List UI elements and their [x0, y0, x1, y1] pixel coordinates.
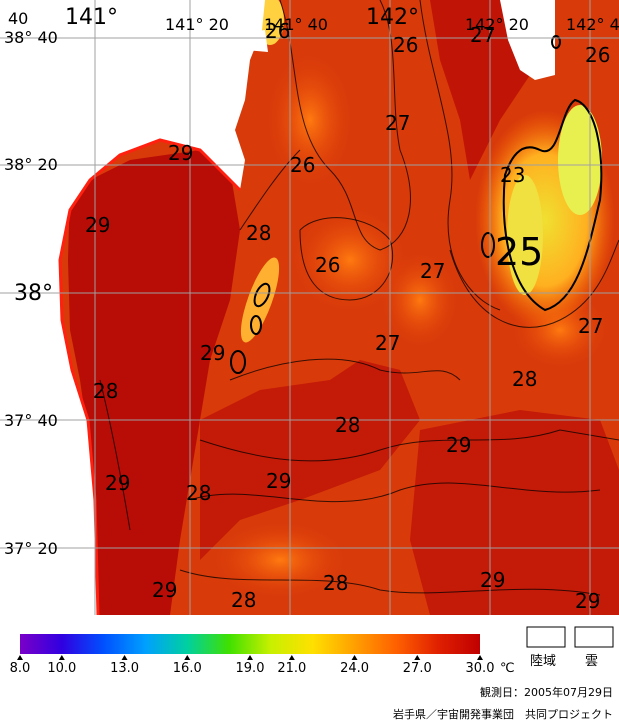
contour-label: 27 [578, 314, 603, 338]
colorbar-tick-label: 27.0 [403, 661, 432, 676]
contour-label: 26 [290, 153, 315, 177]
contour-label: 28 [323, 571, 348, 595]
contour-label: 27 [470, 23, 495, 47]
colorbar-tick-label: 13.0 [110, 661, 139, 676]
contour-label: 26 [265, 19, 290, 43]
cold-upwelling-core [558, 105, 602, 215]
colorbar-tick-label: 30.0 [466, 661, 495, 676]
lat-label-37-40: 37° 40 [4, 411, 58, 430]
contour-label: 28 [231, 588, 256, 612]
contour-label: 29 [85, 213, 110, 237]
lat-label-38-40: 38° 40 [4, 28, 58, 47]
contour-label: 29 [480, 568, 505, 592]
contour-label: 25 [495, 230, 543, 274]
contour-label: 26 [585, 43, 610, 67]
contour-lines [99, 0, 619, 596]
contour-label: 29 [152, 578, 177, 602]
lon-label-142: 142° [366, 5, 419, 30]
sea-surface-temperature-map: 141° 141° 20 141° 40 142° 142° 20 142° 4… [0, 0, 619, 615]
colorbar-tick-mark [58, 655, 65, 660]
cool-band-2 [265, 50, 355, 190]
contour-label: 28 [186, 481, 211, 505]
colorbar-tick-mark [414, 655, 421, 660]
colorbar-tick-label: 19.0 [236, 661, 265, 676]
contour-label: 26 [315, 253, 340, 277]
contour-label: 29 [105, 471, 130, 495]
cool-band-3 [380, 250, 460, 350]
colorbar-tick-mark [351, 655, 358, 660]
lon-label-142-40: 142° 40 [566, 15, 619, 34]
contour-label: 28 [335, 413, 360, 437]
land-legend-label: 陸域 [530, 653, 556, 669]
colorbar-tick-label: 24.0 [340, 661, 369, 676]
contour-label: 27 [385, 111, 410, 135]
colorbar-tick-mark [17, 655, 23, 660]
land-northwest [0, 0, 265, 615]
cold-upwelling-core-2 [507, 175, 543, 295]
cloud-northeast [500, 0, 555, 80]
lat-label-38-20: 38° 20 [4, 155, 58, 174]
colorbar-unit: ℃ [500, 661, 515, 676]
colorbar-tick-label: 21.0 [277, 661, 306, 676]
colorbar-tick-mark [184, 655, 191, 660]
warm-water-southeast [410, 410, 619, 615]
contour-label: 28 [246, 221, 271, 245]
colorbar-tick-label: 8.0 [10, 661, 31, 676]
contour-label: 27 [420, 259, 445, 283]
colorbar-tick-mark [121, 655, 128, 660]
contour-lines-bold [230, 35, 603, 374]
lon-label-141-20: 141° 20 [165, 15, 229, 34]
contour-label: 29 [446, 433, 471, 457]
observation-date: 観測日：2005年07月29日 [480, 686, 613, 699]
lat-label-38: 38° [14, 281, 53, 306]
colorbar-ticks: 8.0 10.0 13.0 16.0 19.0 21.0 24.0 27.0 30.0 [10, 655, 495, 676]
contour-label: 23 [500, 163, 525, 187]
legend-area: 8.0 10.0 13.0 16.0 19.0 21.0 24.0 27.0 30.0 ℃ 陸域… [10, 626, 614, 676]
colorbar-tick-label: 10.0 [47, 661, 76, 676]
contour-label: 29 [575, 589, 600, 613]
colorbar-tick-label: 16.0 [173, 661, 202, 676]
land-legend-box [526, 626, 566, 648]
colorbar-tick-mark [247, 655, 253, 660]
contour-label: 29 [266, 469, 291, 493]
lon-label-141-40: 141° 40 [264, 15, 328, 34]
colorbar-tick-mark [288, 655, 295, 660]
graticule [0, 0, 619, 615]
contour-label: 26 [393, 33, 418, 57]
warm-water-west [68, 150, 240, 615]
project-credit: 岩手県／宇宙開発事業団 共同プロジェクト [393, 708, 613, 721]
contour-label: 28 [93, 379, 118, 403]
land-peninsula-tip [225, 30, 268, 52]
lat-label-37-20: 37° 20 [4, 539, 58, 558]
colorbar [20, 634, 480, 654]
lon-label-142-20: 142° 20 [465, 15, 529, 34]
corner-label: 40 [8, 9, 28, 28]
cloud-legend-label: 雲 [585, 654, 598, 669]
contour-label: 27 [375, 331, 400, 355]
contour-label: 29 [168, 141, 193, 165]
contour-label: 28 [512, 367, 537, 391]
warm-water-south [200, 360, 420, 560]
colorbar-tick-mark [477, 655, 483, 660]
contour-label: 29 [200, 341, 225, 365]
cloud-legend-box [574, 626, 614, 648]
lon-label-141: 141° [65, 5, 118, 30]
